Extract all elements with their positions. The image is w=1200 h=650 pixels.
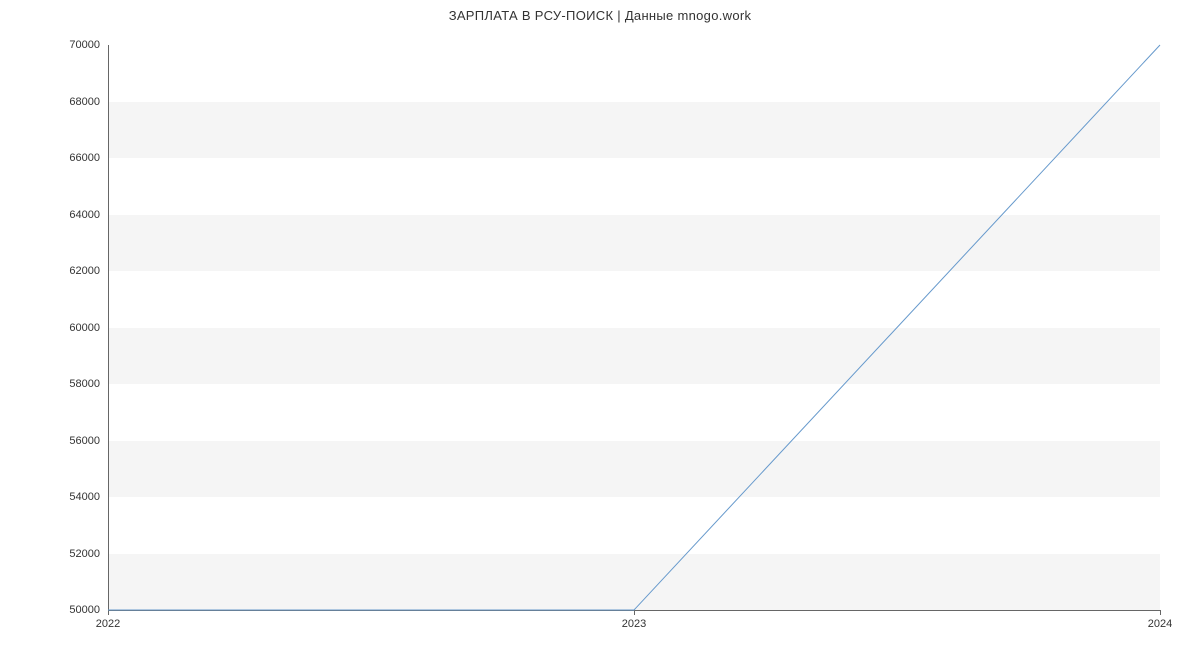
data-series: [108, 45, 1160, 610]
y-tick-label: 60000: [69, 322, 100, 334]
x-tick-label: 2024: [1148, 618, 1172, 630]
x-tick-label: 2023: [622, 618, 646, 630]
series-line: [108, 45, 1160, 610]
y-tick-label: 50000: [69, 604, 100, 616]
y-tick-label: 64000: [69, 209, 100, 221]
salary-chart: ЗАРПЛАТА В РСУ-ПОИСК | Данные mnogo.work…: [0, 0, 1200, 650]
y-tick-label: 66000: [69, 152, 100, 164]
x-tick-mark: [1160, 610, 1161, 615]
y-tick-label: 54000: [69, 491, 100, 503]
chart-title: ЗАРПЛАТА В РСУ-ПОИСК | Данные mnogo.work: [0, 8, 1200, 23]
y-tick-label: 56000: [69, 435, 100, 447]
y-tick-label: 58000: [69, 378, 100, 390]
y-tick-label: 70000: [69, 39, 100, 51]
y-tick-label: 62000: [69, 265, 100, 277]
x-tick-label: 2022: [96, 618, 120, 630]
y-tick-label: 68000: [69, 96, 100, 108]
plot-area: 5000052000540005600058000600006200064000…: [108, 45, 1160, 610]
y-tick-label: 52000: [69, 548, 100, 560]
